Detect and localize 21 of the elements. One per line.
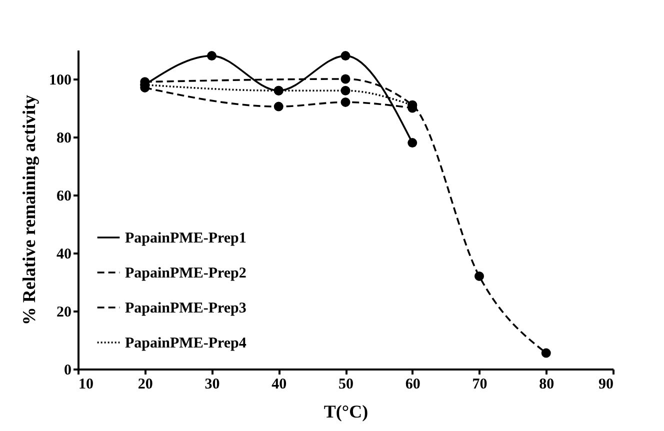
y-tick-label: 40: [56, 246, 72, 262]
x-tick-label: 10: [78, 376, 94, 392]
y-tick-label: 60: [56, 188, 72, 204]
y-axis-title: % Relative remaining activity: [19, 94, 39, 326]
y-tick-label: 0: [64, 362, 72, 378]
y-tick-label: 20: [56, 304, 72, 320]
x-tick-label: 20: [138, 376, 153, 392]
y-tick-label: 100: [49, 72, 72, 88]
x-tick-label: 40: [272, 376, 287, 392]
y-tick-label: 80: [56, 130, 72, 146]
legend-label: PapainPME-Prep3: [125, 300, 246, 316]
x-tick-label: 50: [338, 376, 354, 392]
x-tick-label: 90: [598, 376, 614, 392]
legend-label: PapainPME-Prep1: [125, 230, 246, 246]
x-tick-label: 70: [472, 376, 488, 392]
x-axis-title: T(°C): [324, 402, 368, 422]
x-tick-label: 60: [405, 376, 420, 392]
x-tick-label: 80: [539, 376, 554, 392]
x-tick-label: 30: [204, 376, 220, 392]
legend-label: PapainPME-Prep2: [125, 266, 246, 282]
legend-label: PapainPME-Prep4: [125, 336, 247, 352]
